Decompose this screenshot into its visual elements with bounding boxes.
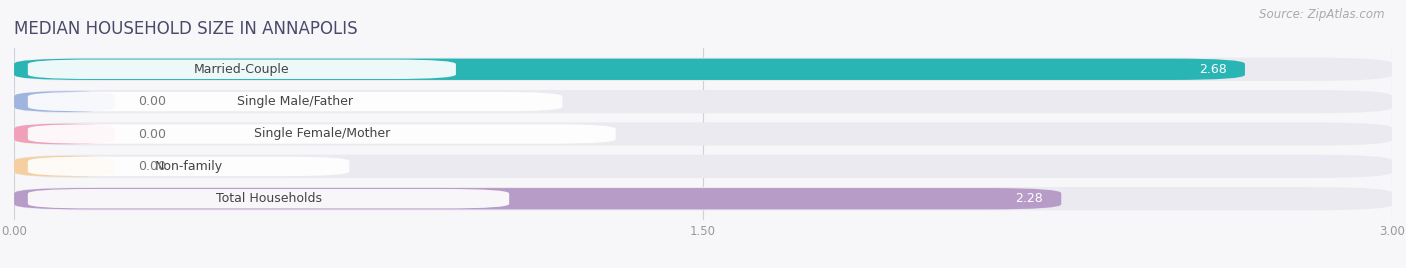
Text: Single Male/Father: Single Male/Father — [238, 95, 353, 108]
Text: Single Female/Mother: Single Female/Mother — [253, 128, 389, 140]
FancyBboxPatch shape — [14, 58, 1392, 81]
Text: 2.68: 2.68 — [1199, 63, 1226, 76]
FancyBboxPatch shape — [14, 155, 1392, 178]
FancyBboxPatch shape — [14, 59, 1244, 80]
FancyBboxPatch shape — [14, 187, 1392, 210]
FancyBboxPatch shape — [14, 91, 115, 112]
Text: Married-Couple: Married-Couple — [194, 63, 290, 76]
FancyBboxPatch shape — [28, 92, 562, 111]
FancyBboxPatch shape — [14, 156, 115, 177]
FancyBboxPatch shape — [14, 122, 1392, 146]
Text: 2.28: 2.28 — [1015, 192, 1043, 205]
FancyBboxPatch shape — [14, 123, 115, 145]
FancyBboxPatch shape — [28, 189, 509, 209]
Text: Non-family: Non-family — [155, 160, 222, 173]
Text: 0.00: 0.00 — [138, 95, 166, 108]
FancyBboxPatch shape — [28, 124, 616, 144]
FancyBboxPatch shape — [28, 59, 456, 79]
Text: Source: ZipAtlas.com: Source: ZipAtlas.com — [1260, 8, 1385, 21]
Text: 0.00: 0.00 — [138, 160, 166, 173]
FancyBboxPatch shape — [28, 157, 349, 176]
FancyBboxPatch shape — [14, 90, 1392, 113]
FancyBboxPatch shape — [14, 188, 1062, 209]
Text: MEDIAN HOUSEHOLD SIZE IN ANNAPOLIS: MEDIAN HOUSEHOLD SIZE IN ANNAPOLIS — [14, 20, 357, 38]
Text: 0.00: 0.00 — [138, 128, 166, 140]
Text: Total Households: Total Households — [215, 192, 322, 205]
